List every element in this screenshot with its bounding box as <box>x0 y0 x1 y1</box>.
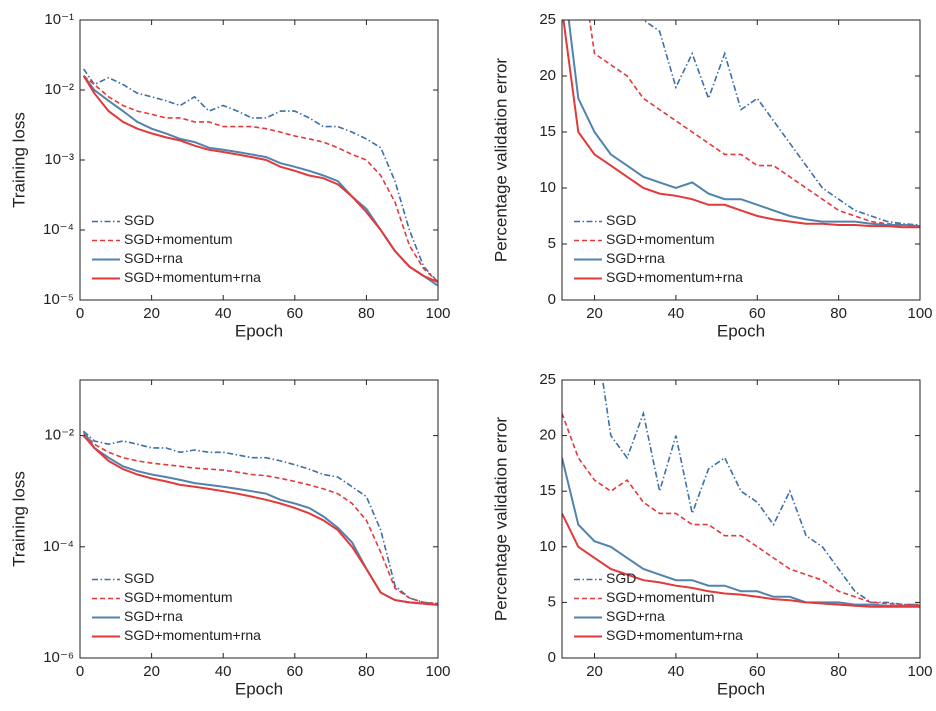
series-line <box>83 75 438 283</box>
lines <box>562 20 920 229</box>
y-axis-label: Training loss <box>9 112 28 208</box>
x-tick-label: 60 <box>286 305 303 322</box>
series-line <box>83 432 438 605</box>
series-line <box>642 20 920 226</box>
y-tick-label: 25 <box>539 11 556 28</box>
series-line <box>588 20 920 227</box>
series-line <box>562 512 920 608</box>
y-tick-label: 15 <box>539 123 556 140</box>
legend-label: SGD+momentum+rna <box>124 269 261 285</box>
y-tick-label: 25 <box>539 371 556 388</box>
lines <box>562 380 920 608</box>
x-tick-label: 40 <box>668 663 685 680</box>
legend-label: SGD+rna <box>124 250 183 266</box>
series-line <box>601 380 920 606</box>
legend-label: SGD+rna <box>606 608 665 624</box>
y-axis-label: Percentage validation error <box>491 417 510 621</box>
legend-label: SGD+momentum+rna <box>124 627 261 643</box>
y-tick-label: 10⁻³ <box>44 151 74 168</box>
y-tick-label: 0 <box>548 649 556 666</box>
legend-label: SGD+momentum <box>124 589 233 605</box>
y-tick-label: 20 <box>539 427 556 444</box>
x-tick-label: 40 <box>668 305 685 322</box>
series-line <box>83 430 438 605</box>
axes-frame <box>561 379 921 659</box>
x-tick-label: 20 <box>143 305 160 322</box>
x-axis-label: Epoch <box>235 679 283 698</box>
y-tick-label: 10⁻² <box>44 81 74 98</box>
x-tick-label: 60 <box>749 663 766 680</box>
y-tick-label: 10⁻⁴ <box>43 538 74 555</box>
legend: SGD SGD+momentum SGD+rna SGD+momentum+rna <box>574 212 743 285</box>
legend-label: SGD+rna <box>606 250 665 266</box>
x-tick-label: 100 <box>907 305 932 322</box>
y-tick-label: 10⁻⁶ <box>43 649 74 666</box>
y-tick-label: 10⁻⁴ <box>43 221 74 238</box>
x-tick-label: 20 <box>143 663 160 680</box>
x-axis-label: Epoch <box>235 321 283 340</box>
series-line <box>82 434 438 606</box>
legend-label: SGD <box>124 570 154 586</box>
y-tick-label: 20 <box>539 67 556 84</box>
legend-label: SGD+momentum+rna <box>606 627 743 643</box>
series-line <box>562 413 920 606</box>
y-tick-label: 5 <box>548 593 556 610</box>
legend-label: SGD+momentum <box>124 231 233 247</box>
legend-label: SGD <box>606 570 636 586</box>
x-tick-label: 40 <box>215 663 232 680</box>
y-tick-label: 10 <box>539 538 556 555</box>
y-tick-label: 10 <box>539 179 556 196</box>
x-tick-label: 40 <box>215 305 232 322</box>
axes-frame <box>561 19 921 301</box>
y-tick-label: 0 <box>548 291 556 308</box>
legend-label: SGD+momentum <box>606 589 715 605</box>
legend: SGD SGD+momentum SGD+rna SGD+momentum+rna <box>92 212 261 285</box>
x-tick-label: 20 <box>586 663 603 680</box>
x-tick-label: 60 <box>749 305 766 322</box>
x-tick-label: 0 <box>76 305 84 322</box>
legend: SGD SGD+momentum SGD+rna SGD+momentum+rna <box>92 570 261 643</box>
lines <box>82 68 438 287</box>
y-tick-label: 10⁻² <box>44 427 74 444</box>
series-line <box>567 20 920 228</box>
legend-label: SGD+rna <box>124 608 183 624</box>
panel: 20 40 60 80 100 0 5 10 15 20 25 Epoch Percentage val… <box>491 371 932 699</box>
x-tick-label: 60 <box>286 663 303 680</box>
legend-label: SGD+momentum <box>606 231 715 247</box>
y-axis-label: Percentage validation error <box>491 58 510 262</box>
x-tick-label: 80 <box>830 663 847 680</box>
legend-label: SGD <box>606 212 636 228</box>
lines <box>82 430 438 606</box>
x-tick-label: 80 <box>830 305 847 322</box>
x-tick-label: 0 <box>76 663 84 680</box>
panel: 0 20 40 60 80 100 10⁻⁶ 10⁻⁴ 10⁻² Epoch Training lo… <box>9 379 451 698</box>
axes-frame <box>79 379 439 659</box>
y-tick-label: 10⁻⁵ <box>43 291 74 308</box>
legend-label: SGD+momentum+rna <box>606 269 743 285</box>
series-line <box>562 20 920 229</box>
y-tick-label: 5 <box>548 235 556 252</box>
x-tick-label: 100 <box>425 663 450 680</box>
x-tick-label: 80 <box>358 305 375 322</box>
x-axis-label: Epoch <box>717 321 765 340</box>
legend: SGD SGD+momentum SGD+rna SGD+momentum+rna <box>574 570 743 643</box>
legend-label: SGD <box>124 212 154 228</box>
y-tick-label: 15 <box>539 482 556 499</box>
x-tick-label: 20 <box>586 305 603 322</box>
series-line <box>82 68 438 283</box>
y-axis-label: Training loss <box>9 471 28 567</box>
x-tick-label: 100 <box>425 305 450 322</box>
x-axis-label: Epoch <box>717 679 765 698</box>
x-tick-label: 100 <box>907 663 932 680</box>
panel: 0 20 40 60 80 100 10⁻⁵ 10⁻⁴ 10⁻³ 10⁻² 10⁻¹ Epoch Tra… <box>9 11 450 341</box>
series-line <box>562 457 920 607</box>
y-tick-label: 10⁻¹ <box>44 11 74 28</box>
panel: 20 40 60 80 100 0 5 10 15 20 25 Epoch Percentage val… <box>491 11 932 341</box>
series-line <box>82 75 438 284</box>
x-tick-label: 80 <box>358 663 375 680</box>
